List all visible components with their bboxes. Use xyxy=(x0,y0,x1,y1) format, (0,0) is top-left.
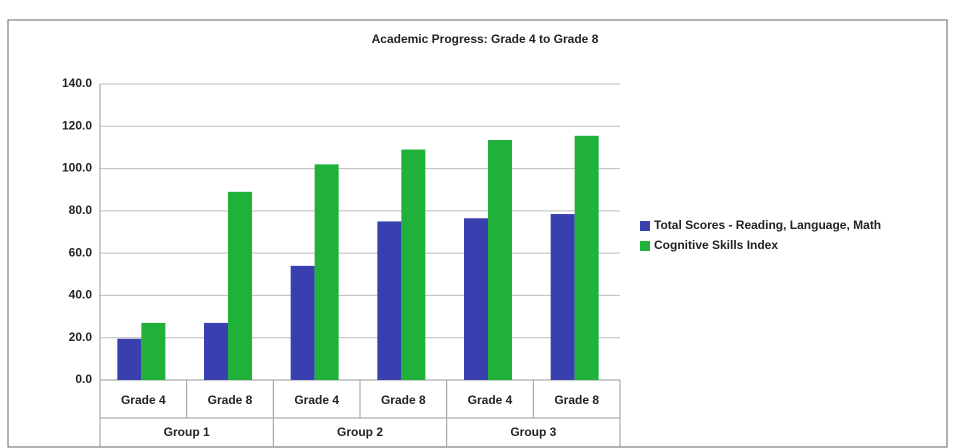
bar xyxy=(488,140,512,380)
legend-label: Cognitive Skills Index xyxy=(654,238,778,252)
x-tick-label: Grade 8 xyxy=(208,393,253,407)
y-tick-label: 80.0 xyxy=(69,203,93,217)
y-tick-label: 140.0 xyxy=(62,76,92,90)
bar xyxy=(141,322,166,380)
bar xyxy=(290,265,315,380)
bar xyxy=(574,135,599,380)
y-tick-label: 40.0 xyxy=(69,288,93,302)
x-tick-label: Grade 8 xyxy=(381,393,426,407)
legend-swatch xyxy=(640,221,650,231)
chart-title: Academic Progress: Grade 4 to Grade 8 xyxy=(372,32,599,46)
legend-label: Total Scores - Reading, Language, Math xyxy=(654,218,881,232)
group-label: Group 2 xyxy=(337,425,383,439)
y-tick-label: 120.0 xyxy=(62,118,92,132)
y-tick-label: 20.0 xyxy=(69,330,93,344)
bar xyxy=(550,214,575,380)
y-tick-label: 60.0 xyxy=(69,245,93,259)
x-tick-label: Grade 4 xyxy=(121,393,166,407)
bar xyxy=(228,191,252,380)
x-tick-label: Grade 8 xyxy=(554,393,599,407)
group-label: Group 1 xyxy=(164,425,210,439)
bar xyxy=(377,221,402,380)
bar xyxy=(401,149,426,380)
bar xyxy=(117,338,142,380)
group-label: Group 3 xyxy=(510,425,556,439)
x-tick-label: Grade 4 xyxy=(468,393,513,407)
bar xyxy=(314,164,339,380)
y-tick-label: 100.0 xyxy=(62,161,92,175)
bar xyxy=(204,322,228,380)
y-tick-label: 0.0 xyxy=(75,372,92,386)
bar xyxy=(464,218,488,380)
x-tick-label: Grade 4 xyxy=(294,393,339,407)
legend-swatch xyxy=(640,241,650,251)
